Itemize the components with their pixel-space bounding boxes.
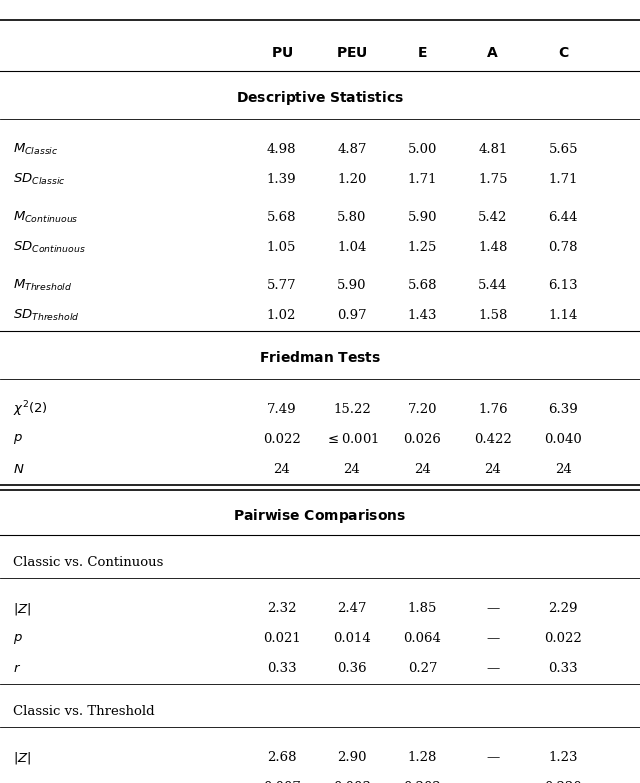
Text: 5.90: 5.90 — [337, 279, 367, 292]
Text: $\mathbf{PU}$: $\mathbf{PU}$ — [271, 45, 292, 60]
Text: Classic vs. Threshold: Classic vs. Threshold — [13, 705, 154, 719]
Text: 0.022: 0.022 — [263, 433, 300, 446]
Text: 2.32: 2.32 — [267, 602, 296, 615]
Text: $SD_{Continuous}$: $SD_{Continuous}$ — [13, 240, 86, 255]
Text: 1.04: 1.04 — [337, 241, 367, 254]
Text: 0.022: 0.022 — [545, 632, 582, 645]
Text: —: — — [486, 632, 499, 645]
Text: Classic vs. Continuous: Classic vs. Continuous — [13, 557, 163, 569]
Text: 0.78: 0.78 — [548, 241, 578, 254]
Text: 0.040: 0.040 — [545, 433, 582, 446]
Text: 1.76: 1.76 — [478, 402, 508, 416]
Text: 0.27: 0.27 — [408, 662, 437, 676]
Text: $r$: $r$ — [13, 662, 21, 676]
Text: $\mathbf{A}$: $\mathbf{A}$ — [486, 45, 499, 60]
Text: 24: 24 — [555, 463, 572, 476]
Text: $\mathbf{PEU}$: $\mathbf{PEU}$ — [336, 45, 368, 60]
Text: —: — — [486, 662, 499, 676]
Text: 0.36: 0.36 — [337, 662, 367, 676]
Text: 5.65: 5.65 — [548, 143, 578, 156]
Text: $\mathbf{Descriptive\ Statistics}$: $\mathbf{Descriptive\ Statistics}$ — [236, 88, 404, 106]
Text: 1.39: 1.39 — [267, 173, 296, 186]
Text: 1.28: 1.28 — [408, 751, 437, 764]
Text: 1.85: 1.85 — [408, 602, 437, 615]
Text: 7.20: 7.20 — [408, 402, 437, 416]
Text: 6.39: 6.39 — [548, 402, 578, 416]
Text: 1.02: 1.02 — [267, 309, 296, 322]
Text: 0.014: 0.014 — [333, 632, 371, 645]
Text: 24: 24 — [344, 463, 360, 476]
Text: $\mathbf{C}$: $\mathbf{C}$ — [557, 45, 569, 60]
Text: 5.90: 5.90 — [408, 211, 437, 224]
Text: $|Z|$: $|Z|$ — [13, 601, 31, 616]
Text: 5.77: 5.77 — [267, 279, 296, 292]
Text: 24: 24 — [484, 463, 501, 476]
Text: 6.13: 6.13 — [548, 279, 578, 292]
Text: $N$: $N$ — [13, 463, 24, 476]
Text: —: — — [486, 602, 499, 615]
Text: $M_{Threshold}$: $M_{Threshold}$ — [13, 278, 72, 293]
Text: $\leq$0.001: $\leq$0.001 — [325, 432, 379, 446]
Text: 0.202: 0.202 — [404, 781, 441, 783]
Text: 1.48: 1.48 — [478, 241, 508, 254]
Text: 5.80: 5.80 — [337, 211, 367, 224]
Text: 0.33: 0.33 — [548, 662, 578, 676]
Text: 5.42: 5.42 — [478, 211, 508, 224]
Text: 1.05: 1.05 — [267, 241, 296, 254]
Text: 2.68: 2.68 — [267, 751, 296, 764]
Text: 1.25: 1.25 — [408, 241, 437, 254]
Text: 0.064: 0.064 — [403, 632, 442, 645]
Text: 4.98: 4.98 — [267, 143, 296, 156]
Text: 1.23: 1.23 — [548, 751, 578, 764]
Text: 0.007: 0.007 — [262, 781, 301, 783]
Text: 0.003: 0.003 — [333, 781, 371, 783]
Text: 0.220: 0.220 — [545, 781, 582, 783]
Text: —: — — [486, 781, 499, 783]
Text: 24: 24 — [414, 463, 431, 476]
Text: 1.75: 1.75 — [478, 173, 508, 186]
Text: 2.47: 2.47 — [337, 602, 367, 615]
Text: 1.71: 1.71 — [548, 173, 578, 186]
Text: $\mathbf{Friedman\ Tests}$: $\mathbf{Friedman\ Tests}$ — [259, 350, 381, 365]
Text: 4.81: 4.81 — [478, 143, 508, 156]
Text: 2.29: 2.29 — [548, 602, 578, 615]
Text: 5.68: 5.68 — [267, 211, 296, 224]
Text: 1.71: 1.71 — [408, 173, 437, 186]
Text: 5.44: 5.44 — [478, 279, 508, 292]
Text: 24: 24 — [273, 463, 290, 476]
Text: 0.026: 0.026 — [403, 433, 442, 446]
Text: 5.00: 5.00 — [408, 143, 437, 156]
Text: $\chi^{2}(2)$: $\chi^{2}(2)$ — [13, 399, 47, 419]
Text: 1.43: 1.43 — [408, 309, 437, 322]
Text: 0.97: 0.97 — [337, 309, 367, 322]
Text: 0.33: 0.33 — [267, 662, 296, 676]
Text: 15.22: 15.22 — [333, 402, 371, 416]
Text: 0.021: 0.021 — [263, 632, 300, 645]
Text: 6.44: 6.44 — [548, 211, 578, 224]
Text: 1.14: 1.14 — [548, 309, 578, 322]
Text: $p$: $p$ — [13, 432, 22, 446]
Text: $\mathbf{Pairwise\ Comparisons}$: $\mathbf{Pairwise\ Comparisons}$ — [234, 507, 406, 525]
Text: $p$: $p$ — [13, 781, 22, 783]
Text: $M_{Continuous}$: $M_{Continuous}$ — [13, 210, 79, 225]
Text: 2.90: 2.90 — [337, 751, 367, 764]
Text: —: — — [486, 751, 499, 764]
Text: 7.49: 7.49 — [267, 402, 296, 416]
Text: $p$: $p$ — [13, 632, 22, 646]
Text: 1.58: 1.58 — [478, 309, 508, 322]
Text: 4.87: 4.87 — [337, 143, 367, 156]
Text: 5.68: 5.68 — [408, 279, 437, 292]
Text: $SD_{Threshold}$: $SD_{Threshold}$ — [13, 308, 79, 323]
Text: 0.422: 0.422 — [474, 433, 511, 446]
Text: $SD_{Classic}$: $SD_{Classic}$ — [13, 171, 65, 187]
Text: 1.20: 1.20 — [337, 173, 367, 186]
Text: $\mathbf{E}$: $\mathbf{E}$ — [417, 45, 428, 60]
Text: $M_{Classic}$: $M_{Classic}$ — [13, 142, 58, 157]
Text: $|Z|$: $|Z|$ — [13, 749, 31, 766]
